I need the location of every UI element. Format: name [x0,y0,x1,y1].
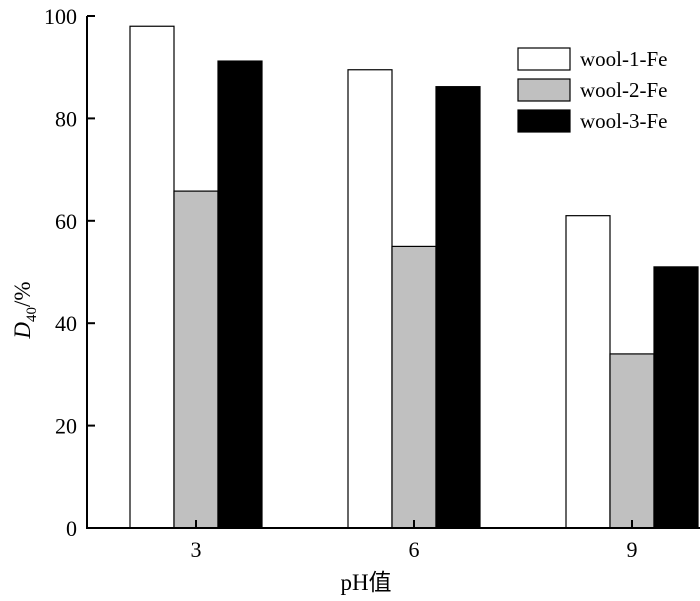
legend-swatch-wool-1-Fe [517,47,571,71]
x-tick-label: 3 [191,537,202,562]
legend-swatch-wool-2-Fe [517,78,571,102]
legend: wool-1-Fe wool-2-Fe wool-3-Fe [517,47,668,133]
y-tick-label: 40 [55,311,77,336]
bar-wool-2-Fe-ph6 [391,245,437,529]
y-tick-label: 100 [44,4,77,29]
bar-wool-3-Fe-ph3 [217,60,263,529]
bar-wool-1-Fe-ph9 [565,215,611,529]
bar-wool-3-Fe-ph9 [653,266,699,529]
x-tick-label: 9 [627,537,638,562]
y-tick-label: 0 [66,516,77,541]
bar-wool-3-Fe-ph6 [435,86,481,529]
x-ticks: 3 6 9 [191,520,638,562]
y-tick-label: 20 [55,414,77,439]
y-tick-label: 80 [55,106,77,131]
legend-swatch-wool-3-Fe [517,109,571,133]
x-axis-title: pH值 [340,570,391,595]
bars [129,25,699,529]
legend-label-wool-2-Fe: wool-2-Fe [580,78,668,102]
axes [86,16,700,529]
legend-label-wool-1-Fe: wool-1-Fe [580,47,668,71]
bar-wool-1-Fe-ph6 [347,69,393,529]
legend-label-wool-3-Fe: wool-3-Fe [580,109,668,133]
bar-wool-1-Fe-ph3 [129,25,175,529]
x-tick-label: 6 [409,537,420,562]
bar-wool-2-Fe-ph9 [609,353,655,529]
y-tick-label: 60 [55,209,77,234]
bar-wool-2-Fe-ph3 [173,190,219,529]
y-axis-title: D40/% [10,281,40,339]
y-ticks: 0 20 40 60 80 100 [44,4,95,541]
